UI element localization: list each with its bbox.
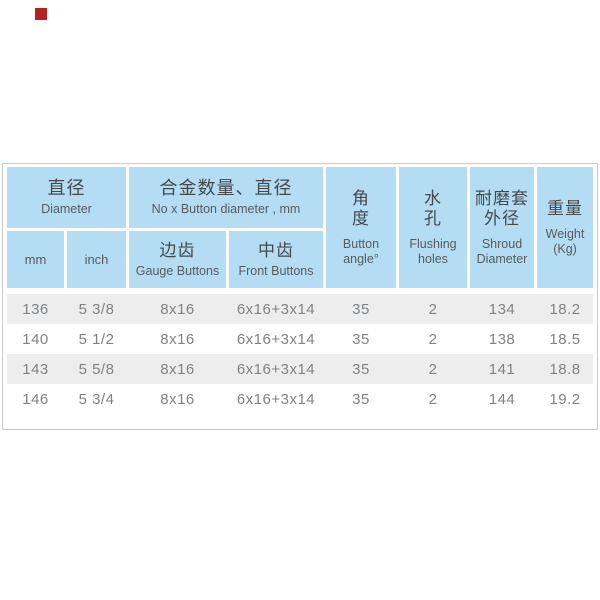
header-alloy-group: 合金数量、直径 No x Button diameter , mm [129,167,323,228]
cell-gauge-buttons: 8x16 [160,300,195,318]
cell-mm: 143 [22,360,49,378]
cell-button-angle: 35 [352,330,370,348]
header-weight: 重量 Weight (Kg) [537,167,593,288]
cell-button-angle: 35 [352,300,370,318]
header-button-angle-en: Button angle° [342,237,380,266]
header-mm-label: mm [24,252,47,267]
table-row: 140 5 1/2 8x16 6x16+3x14 35 2 138 18.5 [7,324,593,354]
header-front-buttons-zh: 中齿 [258,241,294,261]
header-front-buttons-en: Front Buttons [238,263,314,278]
cell-gauge-buttons: 8x16 [160,330,195,348]
cell-front-buttons: 6x16+3x14 [236,360,316,378]
header-inch-label: inch [84,252,109,267]
header-alloy-zh: 合金数量、直径 [159,178,293,199]
header-diameter-en: Diameter [41,202,92,217]
header-weight-zh: 重量 [547,198,583,218]
cell-gauge-buttons: 8x16 [160,390,195,408]
header-flushing-holes-zh: 水 孔 [424,189,442,228]
table-row: 143 5 5/8 8x16 6x16+3x14 35 2 141 18.8 [7,354,593,384]
cell-inch: 5 3/8 [78,300,115,318]
cell-shroud-diameter: 134 [488,300,516,318]
header-shroud-diameter-en: Shroud Diameter [476,237,528,266]
cell-inch: 5 5/8 [78,360,115,378]
header-shroud-diameter: 耐磨套 外径 Shroud Diameter [470,167,534,288]
cell-button-angle: 35 [352,360,370,378]
cell-front-buttons: 6x16+3x14 [236,390,316,408]
header-button-angle-zh: 角 度 [352,189,370,228]
cell-front-buttons: 6x16+3x14 [236,300,316,318]
header-weight-en: Weight (Kg) [545,227,585,256]
cell-flushing-holes: 2 [428,300,438,318]
cell-shroud-diameter: 144 [488,390,516,408]
cell-gauge-buttons: 8x16 [160,360,195,378]
table-row: 146 5 3/4 8x16 6x16+3x14 35 2 144 19.2 [7,384,593,414]
header-alloy-en: No x Button diameter , mm [151,202,301,217]
cell-weight: 18.8 [549,360,581,378]
header-diameter-zh: 直径 [47,178,86,199]
header-inch: inch [67,231,126,288]
table-header: 直径 Diameter 合金数量、直径 No x Button diameter… [7,167,593,288]
cell-button-angle: 35 [352,390,370,408]
cell-mm: 140 [22,330,49,348]
header-gauge-buttons-zh: 边齿 [159,241,196,261]
header-gauge-buttons: 边齿 Gauge Buttons [129,231,226,288]
cell-flushing-holes: 2 [428,390,438,408]
header-mm: mm [7,231,64,288]
cell-mm: 146 [22,390,49,408]
cell-mm: 136 [22,300,49,318]
cell-weight: 18.5 [549,330,581,348]
cell-weight: 19.2 [549,390,581,408]
header-flushing-holes-en: Flushing holes [409,237,457,266]
table-row: 136 5 3/8 8x16 6x16+3x14 35 2 134 18.2 [7,294,593,324]
cell-inch: 5 1/2 [78,330,115,348]
header-front-buttons: 中齿 Front Buttons [229,231,323,288]
header-flushing-holes: 水 孔 Flushing holes [399,167,467,288]
header-shroud-diameter-zh: 耐磨套 外径 [475,189,529,228]
header-button-angle: 角 度 Button angle° [326,167,396,288]
header-diameter-group: 直径 Diameter [7,167,126,228]
cell-front-buttons: 6x16+3x14 [236,330,316,348]
table-body: 136 5 3/8 8x16 6x16+3x14 35 2 134 18.2 1… [7,294,593,414]
header-gauge-buttons-en: Gauge Buttons [135,263,220,278]
cell-weight: 18.2 [549,300,581,318]
cell-inch: 5 3/4 [78,390,115,408]
cell-flushing-holes: 2 [428,330,438,348]
cell-shroud-diameter: 138 [488,330,516,348]
spec-table: 直径 Diameter 合金数量、直径 No x Button diameter… [2,163,598,430]
cell-shroud-diameter: 141 [488,360,516,378]
red-square-marker [35,8,47,20]
cell-flushing-holes: 2 [428,360,438,378]
